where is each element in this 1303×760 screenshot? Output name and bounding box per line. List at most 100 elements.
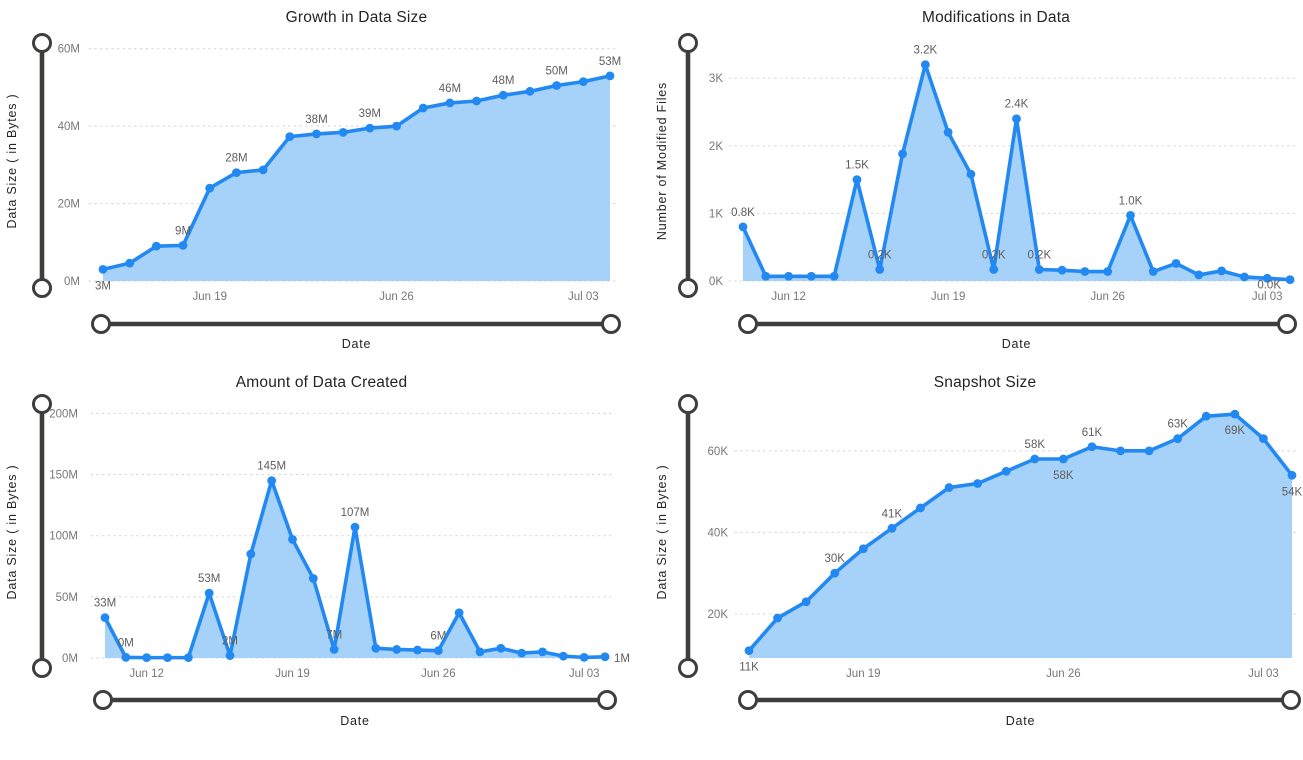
data-point[interactable] — [413, 645, 422, 655]
x-range-slider-left-handle[interactable] — [93, 690, 113, 710]
data-point[interactable] — [454, 608, 464, 618]
data-point[interactable] — [558, 651, 568, 661]
x-range-slider-left-handle[interactable] — [738, 314, 758, 334]
data-point[interactable] — [1194, 270, 1204, 280]
x-range-slider-left-handle[interactable] — [91, 314, 111, 334]
data-point[interactable] — [121, 652, 131, 662]
x-range-slider-right-handle[interactable] — [1277, 314, 1297, 334]
data-point[interactable] — [1116, 446, 1125, 456]
data-point[interactable] — [806, 271, 816, 281]
y-range-slider-bottom-handle[interactable] — [32, 658, 52, 678]
data-point[interactable] — [852, 175, 862, 184]
data-point[interactable] — [98, 264, 108, 274]
data-point[interactable] — [232, 168, 241, 178]
data-point[interactable] — [1144, 446, 1154, 456]
data-point[interactable] — [1012, 114, 1021, 124]
y-range-slider-bottom-handle[interactable] — [678, 278, 698, 298]
data-point[interactable] — [966, 169, 976, 179]
data-point[interactable] — [1087, 442, 1097, 452]
data-point[interactable] — [498, 90, 508, 100]
data-point[interactable] — [183, 653, 193, 663]
data-point[interactable] — [801, 597, 811, 607]
data-point[interactable] — [445, 98, 455, 108]
data-point[interactable] — [1259, 434, 1268, 444]
data-point[interactable] — [151, 241, 161, 251]
data-point[interactable] — [1103, 267, 1113, 276]
data-point[interactable] — [1287, 470, 1297, 480]
data-point[interactable] — [898, 149, 907, 159]
data-point[interactable] — [475, 647, 485, 657]
data-point[interactable] — [1034, 265, 1044, 274]
data-point[interactable] — [858, 544, 868, 554]
data-point[interactable] — [178, 240, 188, 250]
data-point[interactable] — [496, 643, 506, 653]
data-point[interactable] — [525, 86, 535, 96]
data-point[interactable] — [204, 588, 214, 598]
data-point[interactable] — [418, 103, 428, 113]
data-point[interactable] — [225, 651, 235, 660]
data-point[interactable] — [973, 479, 983, 488]
x-range-slider-right-handle[interactable] — [597, 690, 617, 710]
data-point[interactable] — [1030, 454, 1040, 464]
x-range-slider-left-handle[interactable] — [738, 690, 758, 710]
data-point[interactable] — [142, 653, 152, 663]
data-point[interactable] — [433, 646, 443, 656]
data-point[interactable] — [579, 652, 589, 662]
data-point[interactable] — [829, 271, 839, 281]
data-point[interactable] — [1217, 266, 1227, 276]
data-point[interactable] — [738, 222, 748, 232]
data-point[interactable] — [1126, 211, 1135, 220]
data-point[interactable] — [1230, 409, 1240, 419]
data-point[interactable] — [350, 522, 360, 532]
x-range-slider-right-handle[interactable] — [1281, 690, 1301, 710]
data-point[interactable] — [125, 258, 135, 268]
data-point[interactable] — [1080, 267, 1090, 276]
data-point[interactable] — [258, 165, 268, 175]
data-point[interactable] — [1057, 265, 1067, 275]
data-point[interactable] — [1240, 272, 1249, 282]
data-point[interactable] — [163, 653, 172, 663]
x-range-slider-right-handle[interactable] — [601, 314, 621, 334]
data-point[interactable] — [329, 645, 339, 654]
data-point[interactable] — [308, 574, 318, 583]
y-range-slider-top-handle[interactable] — [678, 33, 698, 53]
data-point[interactable] — [517, 648, 527, 658]
data-point[interactable] — [605, 71, 615, 81]
data-point[interactable] — [1173, 434, 1183, 444]
data-point[interactable] — [1148, 267, 1158, 276]
y-range-slider-top-handle[interactable] — [32, 394, 52, 414]
data-point[interactable] — [538, 647, 547, 657]
data-point[interactable] — [600, 652, 610, 662]
data-point[interactable] — [744, 646, 754, 656]
data-point[interactable] — [288, 534, 297, 544]
data-point[interactable] — [1285, 275, 1295, 285]
data-point[interactable] — [943, 127, 953, 137]
data-point[interactable] — [338, 127, 348, 137]
data-point[interactable] — [989, 265, 999, 274]
data-point[interactable] — [246, 549, 256, 559]
data-point[interactable] — [552, 81, 562, 90]
data-point[interactable] — [100, 613, 110, 623]
y-range-slider-top-handle[interactable] — [678, 394, 698, 414]
data-point[interactable] — [365, 123, 375, 133]
data-point[interactable] — [371, 643, 381, 653]
data-point[interactable] — [578, 77, 588, 87]
data-point[interactable] — [944, 483, 954, 492]
data-point[interactable] — [916, 503, 925, 513]
data-point[interactable] — [267, 476, 277, 486]
data-point[interactable] — [784, 271, 793, 281]
data-point[interactable] — [887, 523, 897, 533]
data-point[interactable] — [1001, 466, 1011, 476]
data-point[interactable] — [285, 132, 295, 142]
y-range-slider-bottom-handle[interactable] — [678, 658, 698, 678]
y-range-slider-bottom-handle[interactable] — [32, 278, 52, 298]
data-point[interactable] — [1058, 454, 1068, 464]
data-point[interactable] — [1262, 273, 1272, 283]
data-point[interactable] — [1171, 259, 1181, 268]
data-point[interactable] — [875, 265, 885, 274]
data-point[interactable] — [1201, 411, 1211, 421]
data-point[interactable] — [392, 645, 402, 654]
data-point[interactable] — [773, 613, 782, 623]
data-point[interactable] — [830, 568, 840, 578]
data-point[interactable] — [312, 129, 321, 139]
